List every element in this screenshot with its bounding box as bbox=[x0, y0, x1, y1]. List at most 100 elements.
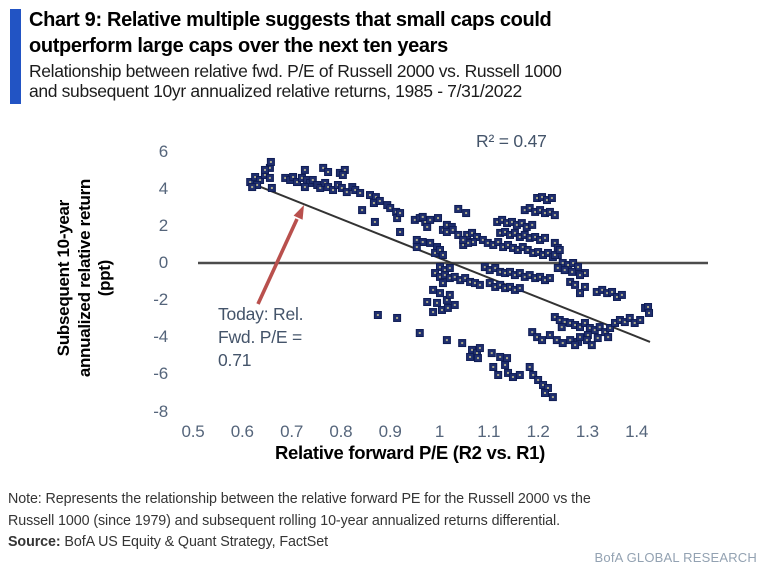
scatter-point bbox=[450, 300, 459, 309]
x-tick-label: 1 bbox=[434, 422, 445, 441]
scatter-point bbox=[329, 186, 338, 195]
scatter-point bbox=[448, 225, 457, 234]
scatter-point bbox=[489, 362, 498, 371]
annotation-arrow bbox=[256, 205, 304, 305]
scatter-point bbox=[429, 308, 438, 317]
scatter-point bbox=[316, 183, 325, 192]
scatter-point bbox=[266, 157, 275, 166]
scatter-point bbox=[550, 251, 559, 260]
scatter-point bbox=[342, 188, 351, 197]
scatter-point bbox=[300, 165, 309, 174]
scatter-point bbox=[293, 178, 302, 187]
scatter-point bbox=[576, 271, 585, 280]
scatter-point bbox=[438, 251, 447, 260]
scatter-point bbox=[636, 316, 645, 325]
source-label: Source: bbox=[8, 534, 61, 550]
scatter-point bbox=[423, 222, 432, 231]
scatter-point bbox=[475, 280, 484, 289]
scatter-point bbox=[625, 313, 634, 322]
scatter-point bbox=[337, 183, 346, 192]
x-tick-label: 1.1 bbox=[477, 422, 501, 441]
scatter-point bbox=[608, 287, 617, 296]
scatter-point bbox=[458, 339, 467, 348]
scatter-point bbox=[429, 285, 438, 294]
scatter-point bbox=[466, 352, 475, 361]
scatter-point bbox=[454, 230, 463, 239]
y-tick-label: -6 bbox=[153, 364, 168, 384]
scatter-point bbox=[558, 339, 567, 348]
scatter-point bbox=[528, 328, 537, 337]
scatter-point bbox=[494, 238, 503, 247]
y-tick-label: 4 bbox=[158, 178, 168, 198]
trend-line bbox=[247, 181, 651, 343]
scatter-point bbox=[267, 183, 276, 192]
scatter-point bbox=[606, 323, 615, 332]
x-tick-label: 1.2 bbox=[526, 422, 550, 441]
scatter-point bbox=[426, 215, 435, 224]
scatter-point bbox=[358, 206, 367, 215]
chart-subtitle-line2: and subsequent 10yr annualized relative … bbox=[29, 80, 522, 101]
scatter-point bbox=[324, 168, 333, 177]
scatter-point bbox=[308, 175, 317, 184]
scatter-point bbox=[468, 228, 477, 237]
scatter-point bbox=[553, 264, 562, 273]
scatter-point bbox=[415, 329, 424, 338]
scatter-point bbox=[576, 323, 585, 332]
scatter-point bbox=[571, 280, 580, 289]
x-tick-label: 0.6 bbox=[230, 422, 254, 441]
scatter-point bbox=[423, 297, 432, 306]
y-tick-label: -8 bbox=[153, 401, 168, 421]
chart-subtitle: Relationship between relative fwd. P/E o… bbox=[29, 61, 749, 101]
scatter-point bbox=[356, 188, 365, 197]
scatter-point bbox=[508, 373, 517, 382]
scatter-point bbox=[525, 362, 534, 371]
scatter-point bbox=[645, 308, 654, 317]
y-tick-label: 2 bbox=[158, 215, 168, 235]
scatter-point bbox=[248, 183, 257, 192]
scatter-point bbox=[504, 368, 513, 377]
scatter-point bbox=[510, 228, 519, 237]
scatter-point bbox=[541, 388, 550, 397]
scatter-point bbox=[338, 170, 347, 179]
x-tick-label: 0.5 bbox=[181, 422, 205, 441]
scatter-point bbox=[393, 313, 402, 322]
scatter-points bbox=[246, 157, 654, 402]
x-tick-label: 1.3 bbox=[575, 422, 599, 441]
scatter-point bbox=[494, 370, 503, 379]
accent-bar bbox=[10, 9, 21, 104]
chart-title-line2: outperform large caps over the next ten … bbox=[29, 34, 448, 57]
scatter-point bbox=[412, 243, 421, 252]
scatter-point bbox=[534, 375, 543, 384]
scatter-point bbox=[438, 279, 447, 288]
scatter-point bbox=[555, 246, 564, 255]
scatter-point bbox=[434, 214, 443, 223]
scatter-point bbox=[515, 370, 524, 379]
scatter-point bbox=[548, 393, 557, 402]
scatter-point bbox=[319, 163, 328, 172]
plot-area bbox=[198, 157, 708, 402]
scatter-point bbox=[443, 303, 452, 312]
scatter-point bbox=[265, 173, 274, 182]
scatter-point bbox=[550, 211, 559, 220]
note-line2: Russell 1000 (since 1979) and subsequent… bbox=[8, 512, 560, 529]
scatter-point bbox=[370, 217, 379, 226]
scatter-point bbox=[475, 344, 484, 353]
scatter-point bbox=[547, 194, 556, 203]
scatter-point bbox=[445, 290, 454, 299]
scatter-point bbox=[576, 333, 585, 342]
x-tick-label: 0.8 bbox=[329, 422, 353, 441]
scatter-point bbox=[260, 165, 269, 174]
scatter-point bbox=[454, 204, 463, 213]
scatter-point bbox=[595, 323, 604, 332]
x-tick-label: 0.9 bbox=[378, 422, 402, 441]
scatter-point bbox=[487, 349, 496, 358]
r-squared-label: R² = 0.47 bbox=[476, 131, 547, 151]
scatter-point bbox=[545, 274, 554, 283]
scatter-point bbox=[574, 263, 583, 272]
y-tick-label: -2 bbox=[153, 290, 168, 310]
source-line: Source: BofA US Equity & Quant Strategy,… bbox=[8, 532, 760, 554]
note: Note: Represents the relationship betwee… bbox=[8, 489, 760, 554]
scatter-point bbox=[373, 310, 382, 319]
x-axis-title: Relative forward P/E (R2 vs. R1) bbox=[274, 442, 546, 463]
